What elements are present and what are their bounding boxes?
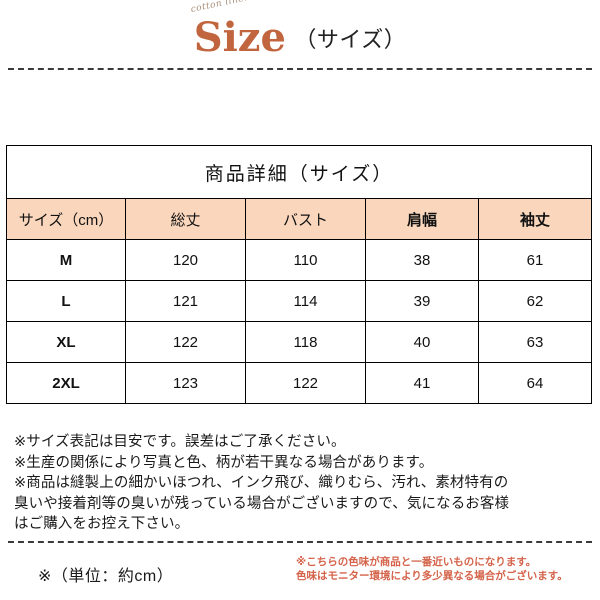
cell-size: M bbox=[6, 239, 126, 281]
cell-sleeve: 62 bbox=[477, 280, 593, 322]
divider-bottom bbox=[8, 541, 592, 543]
cell-shoulder: 40 bbox=[365, 321, 479, 363]
cell-length: 123 bbox=[125, 362, 246, 404]
cell-shoulder: 38 bbox=[365, 239, 479, 281]
note-line-5: はご購入をお控え下さい。 bbox=[14, 516, 190, 532]
column-header-length: 総丈 bbox=[125, 198, 246, 240]
page-footer: ※（単位：約cm） ※こちらの色味が商品と一番近いものになります。 色味はモニタ… bbox=[0, 552, 600, 600]
table-header-row: サイズ（cm） 総丈 バスト 肩幅 袖丈 bbox=[6, 198, 593, 240]
column-header-sleeve: 袖丈 bbox=[477, 198, 593, 240]
note-line-1: ※サイズ表記は目安です。誤差はご了承ください。 bbox=[14, 434, 346, 450]
cell-sleeve: 64 bbox=[477, 362, 593, 404]
color-disclaimer: ※こちらの色味が商品と一番近いものになります。 色味はモニター環境により多少異な… bbox=[296, 555, 596, 583]
cell-bust: 110 bbox=[245, 239, 366, 281]
page-header: cotton linen Size （サイズ） bbox=[0, 0, 600, 68]
table-caption: 商品詳細（サイズ） bbox=[5, 145, 593, 199]
cell-sleeve: 61 bbox=[477, 239, 593, 281]
table-row: M 120 110 38 61 bbox=[6, 239, 593, 281]
table-row: XL 122 118 40 63 bbox=[6, 321, 593, 363]
cell-size: L bbox=[6, 280, 126, 322]
table-row: L 121 114 39 62 bbox=[6, 280, 593, 322]
column-header-size: サイズ（cm） bbox=[6, 198, 126, 240]
size-table: 商品詳細（サイズ） サイズ（cm） 総丈 バスト 肩幅 袖丈 M 120 110… bbox=[5, 145, 593, 404]
cell-bust: 118 bbox=[245, 321, 366, 363]
size-table-container: 商品詳細（サイズ） サイズ（cm） 総丈 バスト 肩幅 袖丈 M 120 110… bbox=[5, 145, 593, 404]
title-size-japanese: （サイズ） bbox=[294, 26, 407, 52]
cell-shoulder: 39 bbox=[365, 280, 479, 322]
cell-sleeve: 63 bbox=[477, 321, 593, 363]
unit-note: ※（単位：約cm） bbox=[38, 568, 174, 585]
cell-bust: 122 bbox=[245, 362, 366, 404]
cotton-linen-script-decoration: cotton linen bbox=[189, 0, 252, 15]
color-disclaimer-line-1: ※こちらの色味が商品と一番近いものになります。 bbox=[296, 556, 537, 568]
table-row: 2XL 123 122 41 64 bbox=[6, 362, 593, 404]
column-header-shoulder: 肩幅 bbox=[365, 198, 479, 240]
cell-length: 121 bbox=[125, 280, 246, 322]
color-disclaimer-line-2: 色味はモニター環境により多少異なる場合がございます。 bbox=[296, 570, 568, 582]
cell-length: 122 bbox=[125, 321, 246, 363]
title-size-text: Size bbox=[193, 14, 286, 61]
cell-size: 2XL bbox=[6, 362, 126, 404]
cell-length: 120 bbox=[125, 239, 246, 281]
column-header-bust: バスト bbox=[245, 198, 366, 240]
table-caption-row: 商品詳細（サイズ） bbox=[5, 145, 593, 199]
notes-block: ※サイズ表記は目安です。誤差はご了承ください。 ※生産の関係により写真と色、柄が… bbox=[14, 432, 592, 535]
cell-size: XL bbox=[6, 321, 126, 363]
note-line-4: 臭いや接着剤等の臭いが残っている場合がございますので、気になるお客様 bbox=[14, 495, 510, 512]
cell-bust: 114 bbox=[245, 280, 366, 322]
divider-top bbox=[8, 68, 592, 70]
page-title: cotton linen Size （サイズ） bbox=[0, 0, 600, 61]
note-line-2: ※生産の関係により写真と色、柄が若干異なる場合があります。 bbox=[14, 454, 434, 471]
note-line-3: ※商品は縫製上の細かいほつれ、インク飛び、織りむら、汚れ、素材特有の bbox=[14, 475, 509, 491]
cell-shoulder: 41 bbox=[365, 362, 479, 404]
